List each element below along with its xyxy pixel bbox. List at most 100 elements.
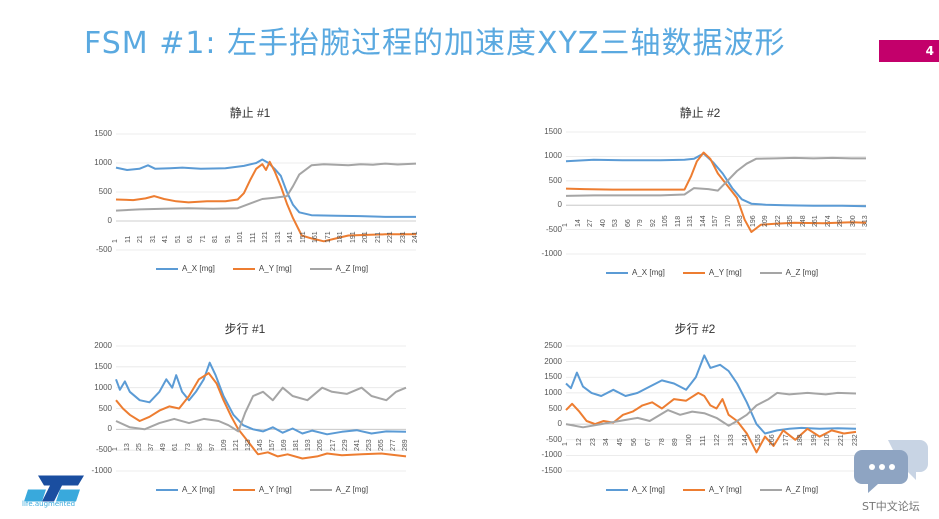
x-tick-label: 188 xyxy=(796,434,804,447)
legend-swatch xyxy=(606,271,628,274)
x-tick-label: 287 xyxy=(837,215,844,228)
x-tick-label: 34 xyxy=(603,438,611,447)
x-tick-label: 274 xyxy=(824,215,832,228)
series-line-a_zmg xyxy=(115,386,407,433)
chart-title: 静止 #1 xyxy=(229,106,271,120)
x-tick-label: 66 xyxy=(624,219,632,228)
x-tick-label: 111 xyxy=(700,435,708,447)
x-tick-label: 12 xyxy=(575,438,583,447)
legend-swatch xyxy=(759,488,782,491)
plot-area xyxy=(565,131,867,255)
series-line-a_xmg xyxy=(115,158,416,218)
x-tick-label: 265 xyxy=(377,439,385,452)
legend-label: A_Y [mg] xyxy=(258,485,292,494)
chart-legend: A_X [mg] A_Y [mg] A_Z [mg] xyxy=(156,485,368,494)
legend-item: A_X [mg] xyxy=(156,485,215,494)
slide-title: FSM #1: 左手抬腕过程的加速度XYZ三轴数据波形 xyxy=(84,26,786,61)
x-tick-label: 11 xyxy=(124,235,132,243)
x-tick-label: 1 xyxy=(562,223,569,228)
x-tick-label: 209 xyxy=(762,215,769,228)
x-tick-label: 1 xyxy=(562,442,569,447)
y-tick-label: 0 xyxy=(107,216,112,225)
legend-item: A_X [mg] xyxy=(156,264,215,273)
x-tick-label: 169 xyxy=(281,439,289,452)
x-tick-label: 199 xyxy=(810,434,818,447)
st-logo-icon xyxy=(24,475,84,502)
chat-bubble-icon xyxy=(854,440,928,493)
x-tick-label: 289 xyxy=(402,439,409,452)
x-tick-label: 91 xyxy=(224,235,232,243)
x-tick-label: 56 xyxy=(631,438,639,447)
y-tick-label: 1000 xyxy=(94,382,112,392)
x-tick-label: 13 xyxy=(124,443,132,452)
y-tick-label: 500 xyxy=(98,187,112,196)
y-tick-label: 500 xyxy=(548,403,562,413)
x-tick-label: 41 xyxy=(162,235,169,243)
x-tick-label: 1 xyxy=(112,447,119,452)
legend-label: A_X [mg] xyxy=(182,264,215,273)
x-tick-label: 229 xyxy=(341,439,349,452)
legend-swatch xyxy=(309,488,332,491)
x-tick-label: 53 xyxy=(612,219,619,228)
legend-item: A_X [mg] xyxy=(606,268,665,277)
legend-label: A_Y [mg] xyxy=(708,268,742,277)
legend-label: A_Z [mg] xyxy=(335,264,369,273)
x-tick-label: 61 xyxy=(172,443,180,452)
y-tick-label: -1000 xyxy=(541,249,562,258)
legend-item: A_X [mg] xyxy=(606,485,665,494)
x-tick-label: 253 xyxy=(365,439,373,452)
chart-title: 静止 #2 xyxy=(679,106,721,120)
x-tick-label: 201 xyxy=(362,231,369,243)
legend-swatch xyxy=(682,488,705,491)
x-tick-label: 61 xyxy=(187,235,194,243)
x-tick-label: 133 xyxy=(244,439,252,452)
y-tick-label: 2000 xyxy=(544,356,562,366)
y-tick-label: 1500 xyxy=(544,127,562,136)
x-tick-label: 45 xyxy=(617,438,625,447)
x-tick-label: 277 xyxy=(389,439,397,452)
x-tick-label: 221 xyxy=(838,434,846,447)
plot-area xyxy=(565,345,857,472)
legend-swatch xyxy=(156,488,178,491)
x-tick-label: 14 xyxy=(574,219,582,228)
x-tick-label: 177 xyxy=(782,434,790,447)
x-tick-label: 313 xyxy=(862,215,869,228)
legend-label: A_Z [mg] xyxy=(335,485,369,494)
chart-2: 静止 #2 1500 1000 500 0 -500 -1000 1 14 27 40 53 66 79 9… xyxy=(530,100,876,282)
x-tick-label: 97 xyxy=(208,443,216,452)
y-tick-label: 2000 xyxy=(94,341,112,350)
x-tick-label: 300 xyxy=(849,215,857,228)
x-tick-label: 181 xyxy=(337,231,344,243)
legend-item: A_Z [mg] xyxy=(309,264,369,273)
y-tick-label: 1500 xyxy=(94,361,112,371)
y-tick-label: -1500 xyxy=(541,466,562,475)
legend-swatch xyxy=(156,267,178,270)
y-tick-label: 1500 xyxy=(94,129,112,138)
y-tick-label: 500 xyxy=(548,175,562,185)
x-tick-label: 49 xyxy=(160,443,168,452)
y-tick-label: 0 xyxy=(557,200,562,210)
x-tick-label: 21 xyxy=(137,235,144,243)
series-line-a_zmg xyxy=(115,162,417,212)
x-tick-label: 196 xyxy=(749,215,757,228)
series-line-a_zmg xyxy=(565,391,857,429)
x-tick-label: 222 xyxy=(774,215,782,228)
chart-legend: A_X [mg] A_Y [mg] A_Z [mg] xyxy=(606,485,818,494)
series-line-a_ymg xyxy=(115,372,407,460)
y-tick-label: 1000 xyxy=(544,387,562,397)
x-tick-label: 191 xyxy=(349,231,357,243)
legend-swatch xyxy=(682,271,705,274)
legend-label: A_Z [mg] xyxy=(785,268,819,277)
legend-label: A_X [mg] xyxy=(632,268,665,277)
series-line-a_ymg xyxy=(115,160,416,243)
series-line-a_xmg xyxy=(565,152,867,208)
plot-area xyxy=(115,133,417,251)
chart-4: 步行 #2 2500 2000 1500 1000 500 0 -500 -1000 -1500 1… xyxy=(530,316,866,499)
x-tick-label: 231 xyxy=(399,231,407,243)
y-tick-label: -500 xyxy=(95,245,112,254)
x-tick-label: 133 xyxy=(727,434,735,447)
x-tick-label: 155 xyxy=(755,434,763,447)
x-tick-label: 101 xyxy=(237,231,244,243)
x-tick-label: 235 xyxy=(787,215,794,228)
x-tick-label: 241 xyxy=(412,231,419,243)
